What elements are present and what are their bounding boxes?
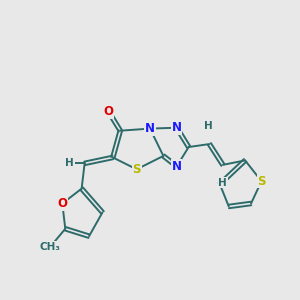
Text: H: H xyxy=(65,158,74,168)
Text: H: H xyxy=(218,178,227,188)
Text: S: S xyxy=(132,163,141,176)
Text: O: O xyxy=(57,197,67,210)
Text: N: N xyxy=(172,160,182,173)
Text: H: H xyxy=(204,121,212,131)
Text: S: S xyxy=(257,175,266,188)
Text: N: N xyxy=(145,122,155,135)
Text: CH₃: CH₃ xyxy=(40,242,61,252)
Text: O: O xyxy=(103,105,113,118)
Text: N: N xyxy=(172,121,182,134)
